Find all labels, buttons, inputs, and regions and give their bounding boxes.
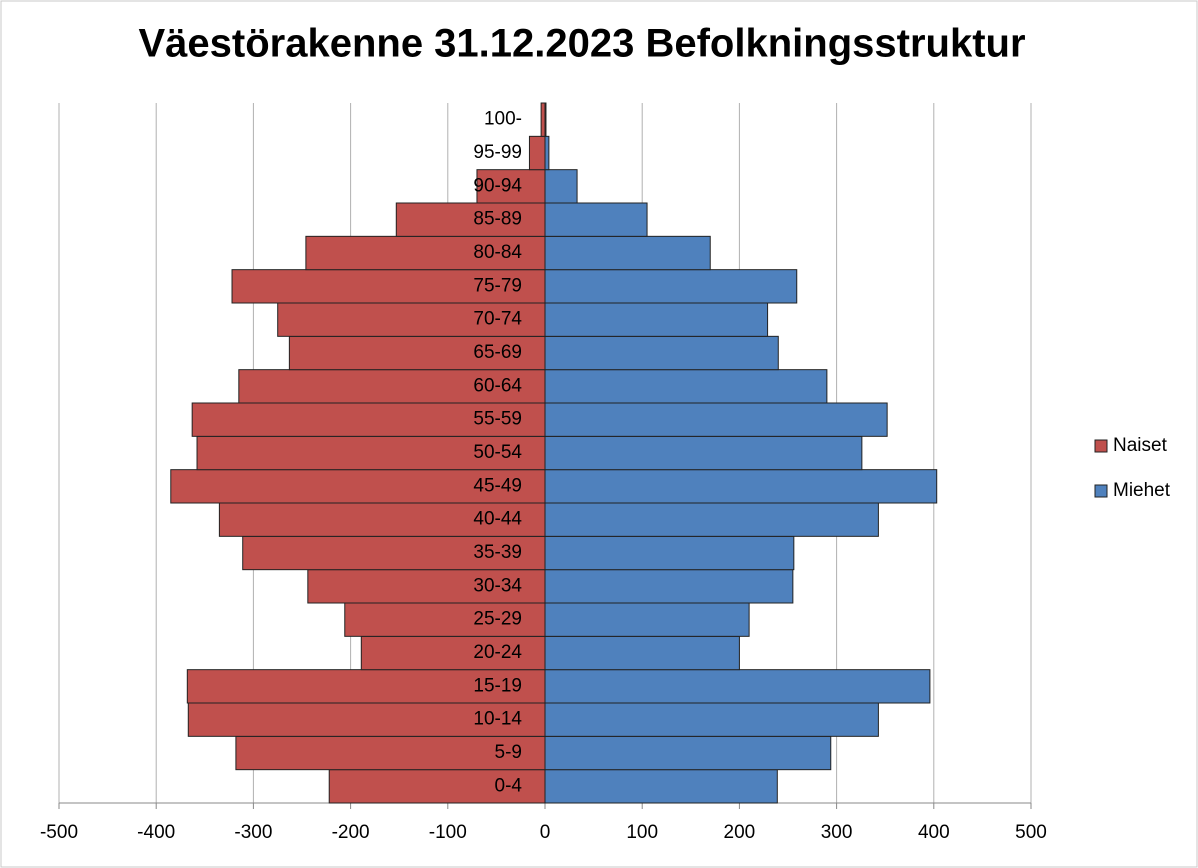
bar [344, 602, 546, 637]
x-tick-label: 200 [724, 822, 756, 843]
y-tick-label: 70-74 [473, 309, 522, 330]
y-tick-label: 85-89 [473, 209, 522, 230]
bar [544, 102, 547, 137]
bar [544, 202, 648, 237]
bar [544, 369, 828, 404]
bar [187, 702, 546, 737]
bar [186, 669, 546, 704]
bar [218, 502, 546, 537]
bar [231, 269, 546, 304]
bar [540, 102, 546, 137]
bar [544, 469, 938, 504]
bar [544, 535, 795, 571]
bar [544, 569, 794, 604]
legend-label: Miehet [1113, 480, 1171, 501]
x-tick-label: 400 [918, 822, 950, 843]
x-tick-label: -400 [137, 822, 175, 843]
y-tick-label: 10-14 [473, 709, 522, 730]
y-tick-label: 100- [484, 109, 522, 130]
x-tick-label: 100 [626, 822, 658, 843]
bar [544, 735, 832, 771]
bar [544, 635, 740, 671]
y-tick-label: 15-19 [473, 675, 522, 696]
y-tick-label: 25-29 [473, 609, 522, 630]
bar [544, 502, 879, 537]
legend-swatch [1094, 439, 1108, 453]
bar [544, 669, 931, 704]
x-tick-label: 0 [540, 822, 551, 843]
bar [544, 702, 879, 737]
y-tick-label: 40-44 [473, 509, 522, 530]
y-tick-label: 75-79 [473, 275, 522, 296]
bar [235, 735, 546, 771]
chart-title: Väestörakenne 31.12.2023 Befolkningsstru… [138, 22, 1025, 66]
legend-swatch [1094, 484, 1108, 498]
bar [544, 135, 550, 171]
y-tick-label: 50-54 [473, 442, 522, 463]
y-tick-label: 20-24 [473, 642, 522, 663]
bar [238, 369, 546, 404]
bar [528, 135, 546, 171]
bar [191, 402, 546, 437]
bar [395, 202, 546, 237]
bar [328, 769, 546, 804]
bar [544, 235, 711, 271]
y-tick-label: 0-4 [495, 775, 523, 796]
y-tick-label: 65-69 [473, 342, 522, 363]
y-tick-label: 80-84 [473, 242, 522, 263]
bar [544, 602, 750, 637]
bar [544, 302, 769, 337]
bar [360, 635, 546, 671]
y-tick-label: 55-59 [473, 409, 522, 430]
bar [544, 269, 798, 304]
x-tick-label: -200 [332, 822, 370, 843]
bar [544, 335, 779, 371]
legend-label: Naiset [1113, 435, 1168, 456]
y-tick-label: 60-64 [473, 375, 522, 396]
bar [307, 569, 546, 604]
x-tick-label: 500 [1015, 822, 1047, 843]
bar [544, 769, 778, 804]
x-tick-label: -500 [40, 822, 78, 843]
bar [544, 169, 578, 204]
bar [544, 435, 863, 471]
y-tick-label: 35-39 [473, 542, 522, 563]
bar [242, 535, 546, 571]
y-tick-label: 95-99 [473, 142, 522, 163]
y-tick-label: 5-9 [495, 742, 522, 763]
y-tick-label: 30-34 [473, 575, 522, 596]
y-tick-label: 90-94 [473, 175, 522, 196]
bar [544, 402, 888, 437]
x-tick-label: -100 [429, 822, 467, 843]
x-tick-label: 300 [821, 822, 853, 843]
x-tick-label: -300 [234, 822, 272, 843]
y-tick-label: 45-49 [473, 475, 522, 496]
